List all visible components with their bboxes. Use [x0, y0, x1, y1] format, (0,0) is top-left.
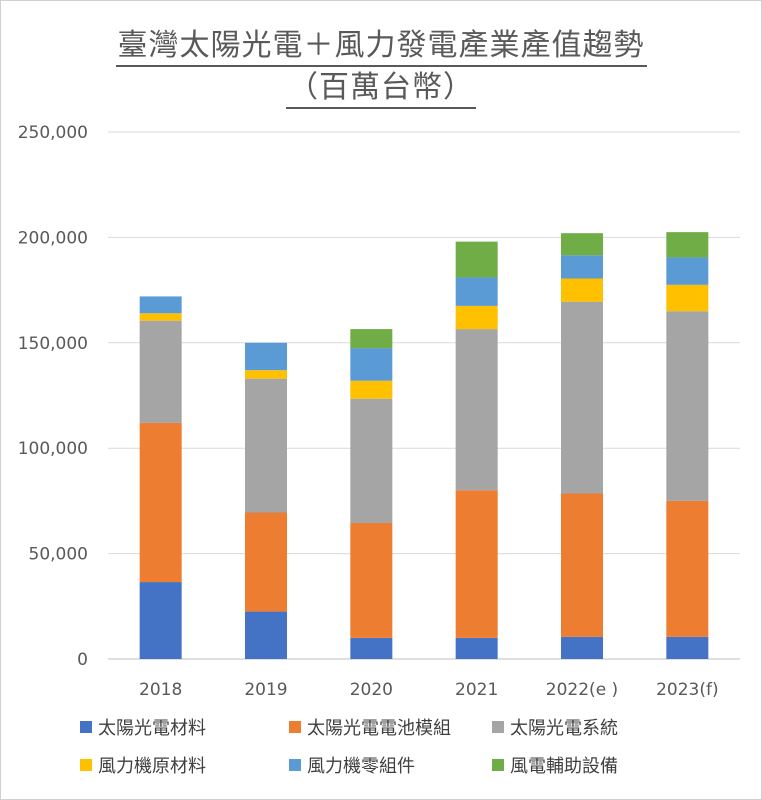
y-tick-label: 150,000: [18, 334, 88, 354]
bar-segment: [245, 342, 287, 371]
y-tick-label: 200,000: [18, 228, 88, 248]
bar-segment: [245, 512, 287, 612]
bar-segment: [350, 398, 393, 524]
legend-swatch: [492, 759, 504, 771]
y-tick-label: 50,000: [29, 545, 88, 565]
legend-label: 風力機原材料: [98, 756, 206, 777]
y-tick-label: 100,000: [18, 439, 88, 459]
chart-title-text: 臺灣太陽光電＋風力發電產業產值趨勢: [115, 28, 647, 67]
bar-segment: [561, 255, 603, 279]
chart-title-line-1: 臺灣太陽光電＋風力發電產業產值趨勢: [0, 20, 762, 67]
legend-label: 太陽光電材料: [98, 718, 206, 739]
bar-segment: [666, 500, 709, 637]
bar-segment: [561, 233, 603, 256]
bar-segment: [350, 348, 393, 381]
legend-label: 風力機零組件: [307, 756, 415, 777]
legend-label: 太陽光電系統: [510, 718, 618, 739]
bar-segment: [666, 284, 709, 312]
bar-segment: [350, 329, 393, 349]
x-tick-label: 2020: [350, 680, 393, 700]
x-tick-label: 2022(e ): [546, 680, 618, 700]
bar-segment: [350, 523, 393, 638]
chart-title-line-2: （百萬台幣）: [0, 62, 762, 109]
legend-item: 太陽光電材料: [80, 714, 206, 740]
legend-item: 風力機零組件: [289, 752, 415, 778]
x-tick-label: 2021: [455, 680, 498, 700]
bar-segment: [455, 305, 498, 330]
bar-segment: [455, 329, 498, 491]
legend-item: 太陽光電電池模組: [289, 714, 451, 740]
bar-segment: [245, 378, 287, 513]
bar-segment: [666, 232, 709, 258]
legend-item: 風力機原材料: [80, 752, 206, 778]
legend-label: 風電輔助設備: [510, 756, 618, 777]
bar-segment: [561, 636, 603, 659]
bar-segment: [245, 611, 287, 659]
bar-segment: [666, 257, 709, 285]
bar-segment: [139, 320, 182, 423]
bar-segment: [139, 582, 182, 659]
legend-label: 太陽光電電池模組: [307, 718, 451, 739]
y-tick-label: 0: [77, 650, 88, 670]
bar-segment: [455, 241, 498, 278]
x-tick-label: 2018: [139, 680, 182, 700]
bar-segment: [455, 490, 498, 638]
legend-swatch: [289, 721, 301, 733]
bar-segment: [666, 311, 709, 501]
bar-segment: [561, 493, 603, 637]
bar-segment: [245, 370, 287, 379]
bar-segment: [139, 422, 182, 583]
bar-segment: [350, 380, 393, 399]
bar-segment: [455, 637, 498, 659]
legend-swatch: [80, 759, 92, 771]
bar-segment: [350, 637, 393, 659]
bar-segment: [561, 278, 603, 302]
legend-item: 風電輔助設備: [492, 752, 618, 778]
chart-subtitle-text: （百萬台幣）: [286, 70, 476, 109]
y-tick-label: 250,000: [18, 123, 88, 143]
bar-segment: [139, 313, 182, 321]
bar-segment: [561, 301, 603, 494]
x-tick-label: 2019: [244, 680, 287, 700]
legend-swatch: [80, 721, 92, 733]
legend-item: 太陽光電系統: [492, 714, 618, 740]
bar-segment: [666, 636, 709, 659]
x-tick-label: 2023(f): [656, 680, 719, 700]
bar-segment: [455, 277, 498, 306]
bar-segment: [139, 296, 182, 314]
legend-swatch: [492, 721, 504, 733]
legend-swatch: [289, 759, 301, 771]
